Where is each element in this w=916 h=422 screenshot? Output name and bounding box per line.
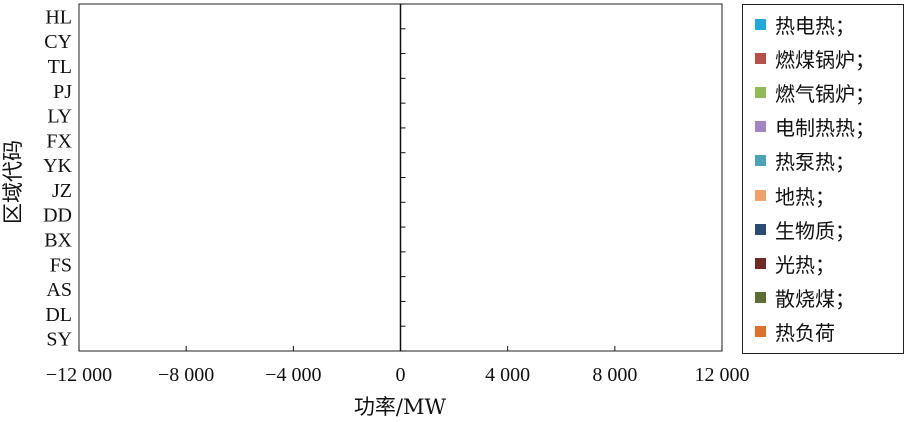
x-tick-label: 0 [396,364,406,386]
legend-label: 生物质； [775,218,855,243]
legend-label: 燃气锅炉； [775,81,875,106]
legend-item: 燃气锅炉； [743,77,875,107]
legend-item: 热负荷 [743,317,835,347]
x-tick-label: 12 000 [695,364,750,386]
y-tick-label: SY [46,329,72,351]
axes-group [78,3,723,352]
legend-label: 地热； [775,184,835,209]
legend-swatch [755,86,766,98]
y-tick-label: DD [43,205,72,227]
legend-swatch [755,223,766,235]
legend-item: 热电热； [743,9,855,39]
y-tick-label: TL [48,56,72,78]
legend-swatch [755,326,766,338]
y-tick-label: FX [46,130,72,152]
x-tick-label: −8 000 [158,364,214,386]
legend-item: 光热； [743,248,835,278]
legend-swatch [755,155,766,167]
x-tick-label: 4 000 [485,364,530,386]
y-tick-label: FS [50,254,72,276]
legend-label: 散烧煤； [775,287,855,312]
legend-swatch [755,121,766,133]
legend-swatch [755,18,766,30]
x-tick-label: 8 000 [592,364,637,386]
legend-item: 散烧煤； [743,283,855,313]
y-axis-title: 区域代码 [1,140,25,224]
legend-item: 电制热热； [743,112,875,142]
y-tick-label: HL [45,6,72,28]
legend-label: 热电热； [775,13,855,38]
legend-label: 光热； [775,252,835,277]
legend-item: 热泵热； [743,146,855,176]
legend-swatch [755,52,766,64]
x-axis-title: 功率/MW [354,395,447,419]
legend-label: 燃煤锅炉； [775,47,875,72]
legend-item: 燃煤锅炉； [743,43,875,73]
y-tick-label: JZ [52,180,72,202]
y-tick-label: PJ [53,81,72,103]
y-tick-label: AS [46,279,72,301]
y-tick-label: BX [44,229,72,251]
legend-swatch [755,257,766,269]
legend-item: 生物质； [743,214,855,244]
legend-item: 地热； [743,180,835,210]
x-tick-label: −4 000 [265,364,321,386]
legend-label: 电制热热； [775,116,875,141]
y-tick-label: CY [44,31,72,53]
legend-label: 热负荷 [775,321,835,346]
legend-swatch [755,189,766,201]
x-tick-label: −12 000 [46,364,112,386]
legend: 热电热； 燃煤锅炉； 燃气锅炉； 电制热热； 热泵热； 地热； 生物质； 光热； 散烧煤； 热负荷 [742,4,904,354]
legend-swatch [755,292,766,304]
y-tick-label: LY [47,106,72,128]
legend-label: 热泵热； [775,150,855,175]
y-tick-label: YK [43,155,72,177]
y-tick-label: DL [45,304,72,326]
